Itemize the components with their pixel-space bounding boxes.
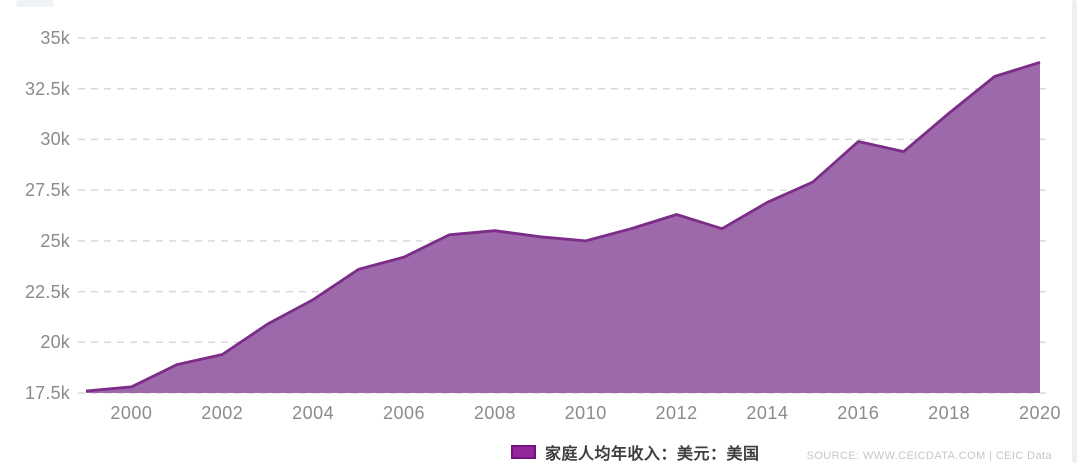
- x-tick-label: 2016: [837, 403, 880, 423]
- x-tick-label: 2000: [110, 403, 153, 423]
- x-tick-label: 2018: [928, 403, 971, 423]
- y-tick-label: 35k: [40, 28, 70, 48]
- artifact-mark: [16, 0, 54, 7]
- scrollbar-track[interactable]: [1072, 0, 1077, 463]
- x-tick-label: 2014: [746, 403, 789, 423]
- y-tick-label: 30k: [40, 129, 70, 150]
- legend-swatch-icon: [511, 445, 536, 459]
- x-tick-label: 2020: [1018, 403, 1062, 423]
- y-tick-label: 27.5k: [24, 180, 70, 201]
- y-tick-label: 25k: [40, 230, 70, 251]
- legend-label: 家庭人均年收入：美元：美国: [545, 446, 760, 463]
- x-tick-label: 2004: [292, 403, 335, 423]
- y-tick-label: 22.5k: [24, 281, 70, 302]
- y-tick-label: 20k: [40, 332, 70, 353]
- y-tick-label: 17.5k: [24, 383, 70, 403]
- x-tick-label: 2012: [655, 403, 698, 423]
- series-line: [85, 60, 1041, 393]
- y-tick-label: 32.5k: [24, 78, 70, 99]
- x-tick-label: 2010: [564, 403, 607, 423]
- area-series[interactable]: [86, 62, 1040, 394]
- x-tick-label: 2008: [473, 403, 516, 423]
- legend-item[interactable]: 家庭人均年收入：美元：美国: [511, 440, 760, 463]
- source-attribution: SOURCE: WWW.CEICDATA.COM | CEIC Data: [806, 450, 1052, 462]
- x-tick-label: 2006: [382, 403, 426, 423]
- x-tick-label: 2002: [201, 403, 244, 423]
